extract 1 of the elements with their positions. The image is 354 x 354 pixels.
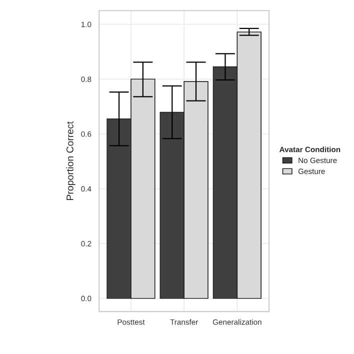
y-axis-title: Proportion Correct xyxy=(66,121,76,200)
